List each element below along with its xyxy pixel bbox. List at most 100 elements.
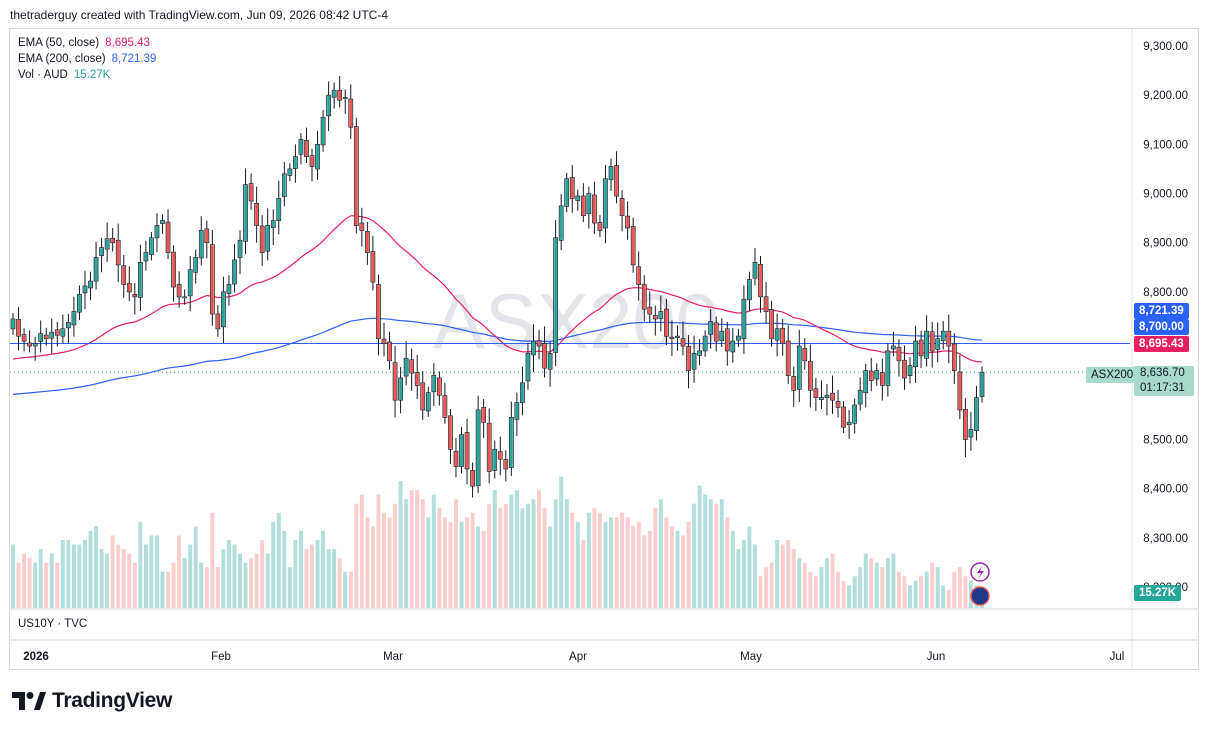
volume-bar xyxy=(49,553,54,608)
candle-fill xyxy=(842,407,845,427)
candle xyxy=(664,298,669,346)
candle xyxy=(641,275,647,322)
subpane-label[interactable]: US10Y · TVC xyxy=(18,618,88,630)
ema200-price-tag: 8,721.39 xyxy=(1134,303,1189,319)
candle-fill xyxy=(792,377,796,390)
brand-name: TradingView xyxy=(52,689,173,712)
candle-fill xyxy=(360,223,364,230)
volume-bar xyxy=(310,544,314,608)
candle-fill xyxy=(249,184,253,201)
candle-fill xyxy=(122,266,126,284)
volume-bar xyxy=(847,585,852,608)
candle-fill xyxy=(17,320,20,336)
candle-fill xyxy=(22,335,26,341)
candle-fill xyxy=(44,335,48,339)
candle-fill xyxy=(410,360,414,373)
y-tick-label: 8,300.00 xyxy=(1143,533,1188,545)
candle xyxy=(813,377,819,411)
candle xyxy=(309,148,315,182)
candle-fill xyxy=(166,222,170,252)
candle xyxy=(819,380,824,409)
volume-bar xyxy=(204,567,209,608)
candle-fill xyxy=(504,460,508,469)
volume-bar xyxy=(105,553,110,608)
volume-bar xyxy=(171,562,176,608)
volume-bar xyxy=(27,558,32,608)
candle xyxy=(492,440,498,479)
x-tick-label: Mar xyxy=(383,651,403,663)
candle xyxy=(697,339,702,366)
volume-bar xyxy=(215,567,220,608)
candle-fill xyxy=(150,238,153,254)
volume-bar xyxy=(254,553,259,608)
candle-fill xyxy=(581,196,585,216)
candle xyxy=(431,363,437,407)
volume-bar xyxy=(210,512,215,608)
candle xyxy=(442,382,448,424)
volume-bar xyxy=(509,494,514,608)
volume-bar xyxy=(276,512,281,608)
volume-bar xyxy=(808,571,813,608)
candle xyxy=(508,401,514,476)
candle xyxy=(636,251,642,301)
volume-bar xyxy=(863,553,868,608)
candle-fill xyxy=(305,141,308,157)
candle xyxy=(77,285,82,320)
volume-bar xyxy=(492,490,497,608)
candle xyxy=(165,209,171,259)
candle xyxy=(99,237,104,273)
volume-bar xyxy=(337,558,342,608)
volume-bar xyxy=(852,576,857,608)
candle xyxy=(841,401,846,434)
candle-fill xyxy=(316,144,319,169)
volume-bar xyxy=(570,512,575,608)
legend-ema200[interactable]: EMA (200, close) 8,721.39 xyxy=(18,51,156,67)
candle xyxy=(293,144,298,183)
volume-bar xyxy=(326,549,331,608)
volume-bar xyxy=(453,499,458,608)
candle-fill xyxy=(271,221,275,227)
candle-fill xyxy=(55,330,59,335)
candle xyxy=(619,190,625,232)
volume-bar xyxy=(426,517,431,608)
candle-fill xyxy=(498,452,502,459)
volume-bar xyxy=(836,571,841,608)
candle xyxy=(88,271,93,301)
candle xyxy=(21,328,27,352)
legend-ema50[interactable]: EMA (50, close) 8,695.43 xyxy=(18,35,156,51)
candle xyxy=(785,325,791,384)
volume-bar xyxy=(127,553,132,608)
tradingview-logo[interactable]: TradingView xyxy=(12,689,172,713)
candle-fill xyxy=(897,348,901,361)
candle xyxy=(475,395,481,494)
candle-fill xyxy=(454,451,458,466)
candle xyxy=(392,346,398,418)
candle xyxy=(359,207,365,247)
volume-bar xyxy=(249,558,254,608)
volume-bar xyxy=(658,499,663,608)
candle-fill xyxy=(421,383,425,410)
volume-bar xyxy=(359,494,364,608)
candle-fill xyxy=(61,329,65,336)
candle-fill xyxy=(687,347,690,370)
candle xyxy=(481,399,487,438)
candle xyxy=(298,133,304,165)
candle-fill xyxy=(332,90,336,97)
candle xyxy=(885,343,891,397)
candle xyxy=(414,354,420,400)
volume-bar xyxy=(11,544,15,608)
candle xyxy=(409,348,415,391)
candle xyxy=(680,321,686,356)
volume-bar xyxy=(869,558,874,608)
candle-fill xyxy=(808,361,812,390)
candle xyxy=(348,84,354,139)
candle xyxy=(747,271,752,312)
candle xyxy=(758,256,763,313)
candle-fill xyxy=(604,179,607,228)
candle xyxy=(741,285,747,354)
legend-volume[interactable]: Vol · AUD 15.27K xyxy=(18,67,156,83)
candle-fill xyxy=(50,332,54,338)
volume-bar xyxy=(160,571,165,608)
candle-fill xyxy=(969,430,973,437)
